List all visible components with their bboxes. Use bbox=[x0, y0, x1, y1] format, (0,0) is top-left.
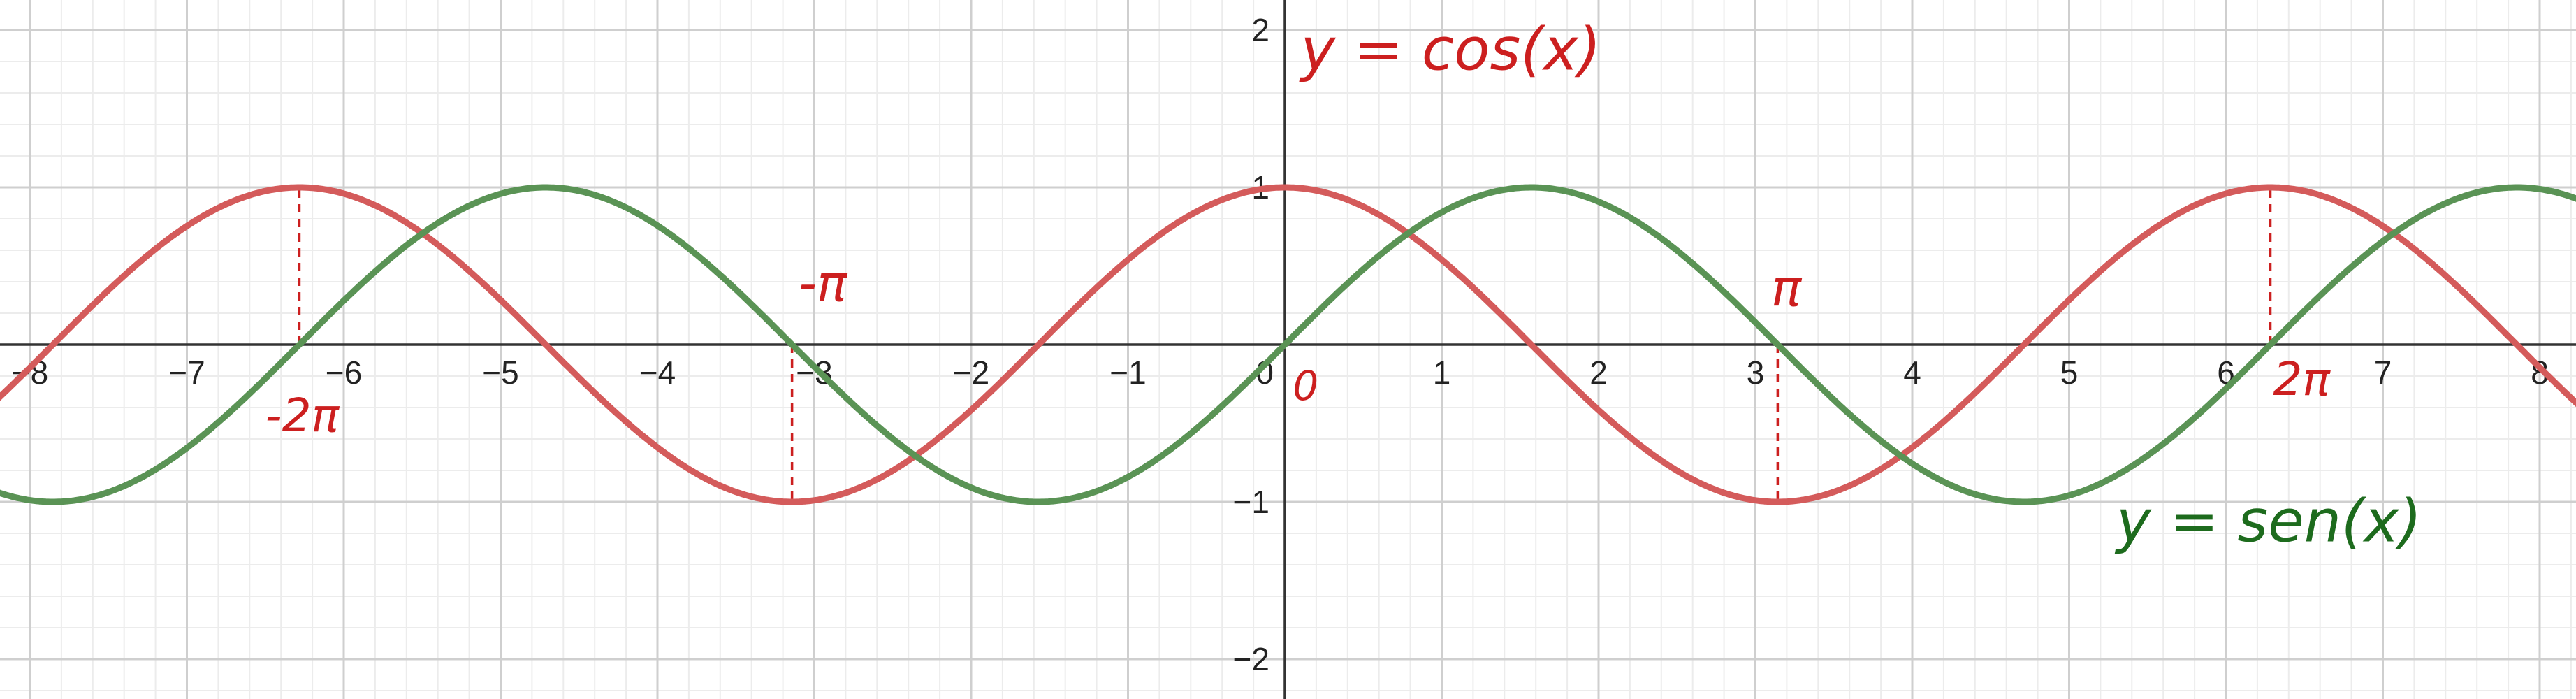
y-tick-label: 2 bbox=[1251, 12, 1269, 48]
annotation-label: -π bbox=[799, 254, 848, 312]
x-tick-label: −5 bbox=[482, 354, 518, 391]
annotation-label: 2π bbox=[2273, 352, 2331, 406]
cos-curve bbox=[0, 184, 2576, 505]
reference-lines bbox=[298, 187, 2272, 502]
x-tick-label: −2 bbox=[953, 354, 989, 391]
annotation-label: 0 bbox=[1293, 362, 1318, 410]
x-tick-label: 2 bbox=[1589, 354, 1608, 391]
x-tick-label: 1 bbox=[1433, 354, 1451, 391]
x-tick-label: 7 bbox=[2374, 354, 2392, 391]
annotation-label: y = sen(x) bbox=[2114, 487, 2422, 555]
sin-curve bbox=[0, 184, 2576, 505]
annotation-label: -2π bbox=[265, 389, 340, 442]
annotation-label: π bbox=[1771, 259, 1803, 317]
tick-labels: −8 −7 −6 −5 −4 −3 −2 −1 0 1 2 3 4 5 6 7 8−2−112 bbox=[12, 12, 2549, 677]
x-tick-label: −1 bbox=[1109, 354, 1146, 391]
x-tick-label: 4 bbox=[1903, 354, 1921, 391]
annotations: y = cos(x) -π -2π π 0 2π y = sen(x) bbox=[265, 15, 2422, 555]
x-tick-label: −7 bbox=[168, 354, 205, 391]
annotation-label: y = cos(x) bbox=[1298, 15, 1601, 83]
x-tick-label: 3 bbox=[1747, 354, 1765, 391]
curves bbox=[0, 184, 2576, 505]
y-tick-label: −1 bbox=[1233, 484, 1269, 520]
x-tick-label: −4 bbox=[639, 354, 676, 391]
x-tick-label: −8 bbox=[12, 354, 48, 391]
x-tick-label: −6 bbox=[326, 354, 362, 391]
x-tick-label: −3 bbox=[796, 354, 832, 391]
x-tick-label: 5 bbox=[2060, 354, 2079, 391]
y-tick-label: −2 bbox=[1233, 641, 1269, 677]
